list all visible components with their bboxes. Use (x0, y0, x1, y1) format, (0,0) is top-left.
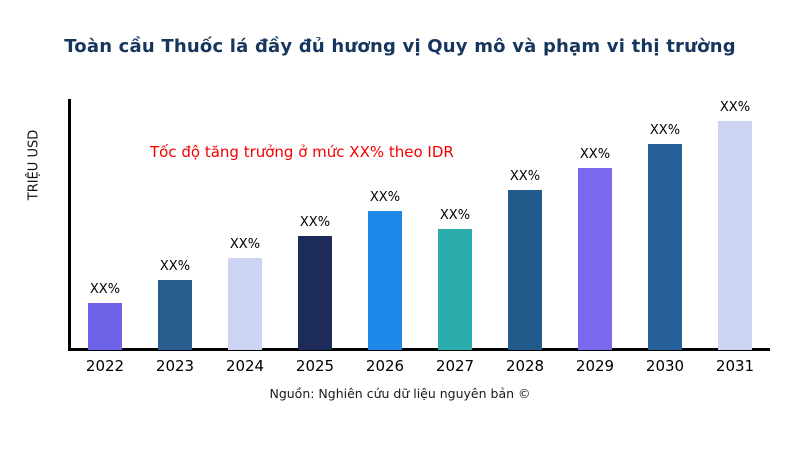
chart-title: Toàn cầu Thuốc lá đầy đủ hương vị Quy mô… (64, 36, 736, 57)
bar-2025 (298, 236, 332, 350)
x-tick-label: 2022 (85, 357, 125, 375)
x-tick-label: 2030 (645, 357, 685, 375)
bar-value-label: XX% (649, 123, 681, 138)
bar-2022 (88, 303, 122, 350)
x-tick-label: 2027 (435, 357, 475, 375)
bar-group: XX% (420, 100, 490, 350)
x-tick-label: 2024 (225, 357, 265, 375)
bar-group: XX% (630, 100, 700, 350)
x-tick-label: 2028 (505, 357, 545, 375)
bar-group: XX% (700, 100, 770, 350)
bar-group: XX% (350, 100, 420, 350)
bar-value-label: XX% (439, 208, 471, 223)
bar-value-label: XX% (299, 215, 331, 230)
bar-value-label: XX% (159, 259, 191, 274)
x-tick-label: 2025 (295, 357, 335, 375)
bar-2024 (228, 258, 262, 350)
bar-2031 (718, 121, 752, 350)
growth-rate-annotation: Tốc độ tăng trưởng ở mức XX% theo IDR (150, 143, 454, 161)
bar-group: XX% (560, 100, 630, 350)
bars-area: XX% XX% XX% XX% XX% XX% XX% XX% XX% XX% (70, 100, 770, 350)
x-tick-label: 2023 (155, 357, 195, 375)
bar-value-label: XX% (229, 237, 261, 252)
bar-group: XX% (280, 100, 350, 350)
bar-2030 (648, 144, 682, 350)
bar-value-label: XX% (719, 100, 751, 115)
x-axis-tick-labels: 2022 2023 2024 2025 2026 2027 2028 2029 2030 2031 (70, 357, 770, 375)
y-axis-label: TRIỆU USD (26, 129, 42, 201)
bar-value-label: XX% (579, 147, 611, 162)
bar-2027 (438, 229, 472, 350)
x-tick-label: 2026 (365, 357, 405, 375)
bar-value-label: XX% (89, 282, 121, 297)
bar-2029 (578, 168, 612, 350)
bar-value-label: XX% (509, 169, 541, 184)
bar-2026 (368, 211, 402, 350)
x-tick-label: 2031 (715, 357, 755, 375)
bar-group: XX% (70, 100, 140, 350)
source-text: Nguồn: Nghiên cứu dữ liệu nguyên bản © (269, 386, 531, 401)
bar-group: XX% (210, 100, 280, 350)
bar-2023 (158, 280, 192, 350)
bar-2028 (508, 190, 542, 350)
y-axis-line (68, 99, 71, 351)
bar-group: XX% (490, 100, 560, 350)
bar-value-label: XX% (369, 190, 401, 205)
bar-group: XX% (140, 100, 210, 350)
x-tick-label: 2029 (575, 357, 615, 375)
x-axis-line (68, 348, 770, 351)
